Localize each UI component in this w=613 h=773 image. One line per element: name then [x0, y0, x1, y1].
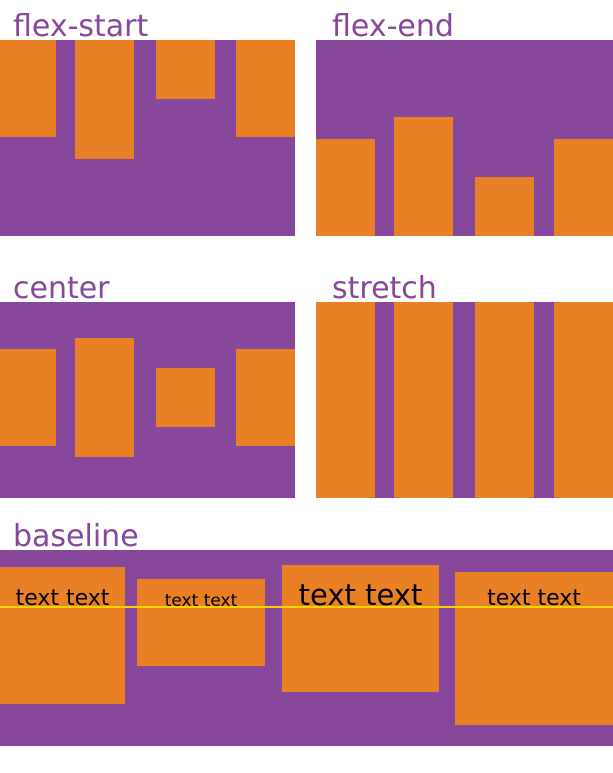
item-1: text text — [0, 567, 125, 704]
item-1 — [316, 139, 375, 236]
item-1 — [316, 302, 375, 498]
item-2 — [75, 338, 134, 457]
item-4: text text — [455, 572, 613, 725]
item-2: text text — [137, 579, 265, 666]
item-2 — [75, 40, 134, 159]
title-stretch: stretch — [332, 271, 437, 306]
item-text: text text — [487, 586, 581, 611]
title-flex-end: flex-end — [332, 9, 454, 44]
item-1 — [0, 349, 56, 446]
item-2 — [394, 302, 453, 498]
item-3: text text — [282, 565, 439, 692]
item-4 — [236, 349, 295, 446]
item-4 — [554, 139, 613, 236]
item-3 — [156, 40, 215, 99]
panel-center — [0, 302, 295, 498]
panel-flex-start — [0, 40, 295, 236]
item-4 — [236, 40, 295, 137]
title-flex-start: flex-start — [13, 9, 149, 44]
item-2 — [394, 117, 453, 236]
baseline-line — [0, 606, 613, 608]
title-baseline: baseline — [13, 519, 139, 554]
title-center: center — [13, 271, 110, 306]
item-4 — [554, 302, 613, 498]
item-text: text text — [164, 591, 238, 611]
item-3 — [156, 368, 215, 427]
item-text: text text — [15, 586, 110, 611]
item-3 — [475, 302, 534, 498]
item-3 — [475, 177, 534, 236]
panel-stretch — [316, 302, 613, 498]
item-1 — [0, 40, 56, 137]
panel-flex-end — [316, 40, 613, 236]
panel-baseline: text text text text text text text text — [0, 550, 613, 746]
